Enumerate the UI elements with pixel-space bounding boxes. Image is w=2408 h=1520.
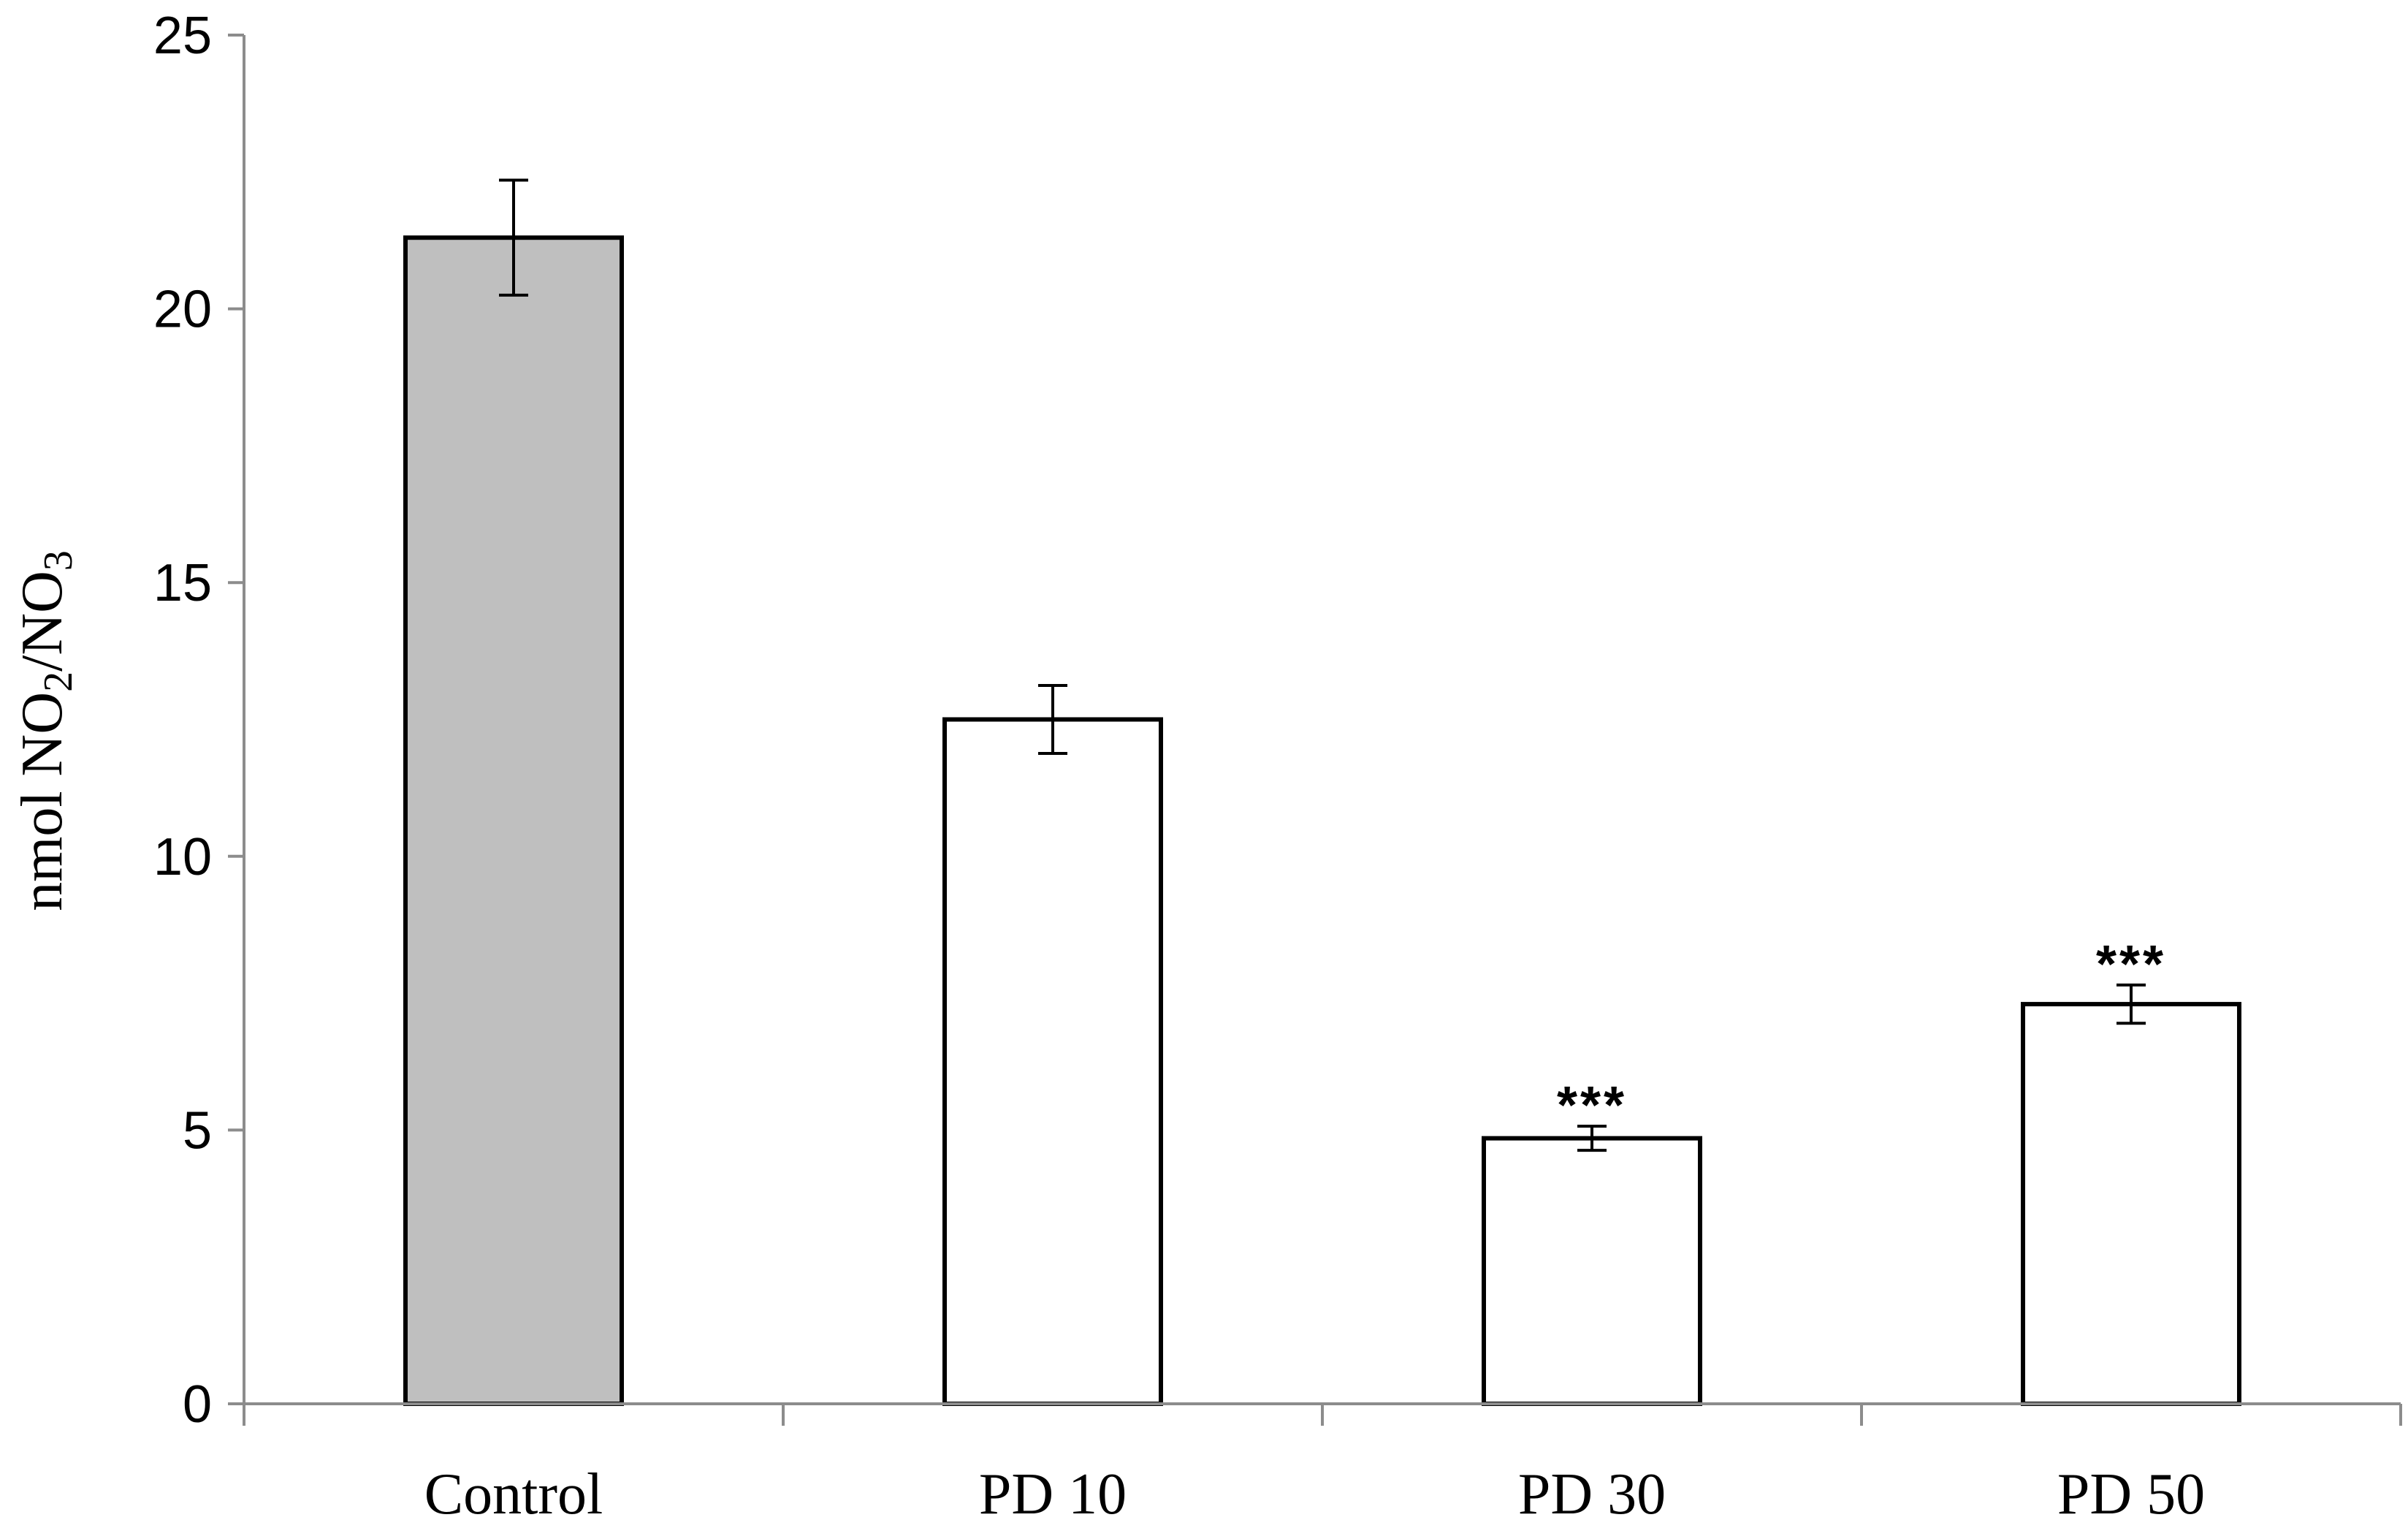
y-tick-label: 5 — [183, 1101, 212, 1160]
x-category-label: PD 30 — [1518, 1462, 1666, 1520]
y-tick-label: 10 — [153, 828, 212, 886]
y-tick-label: 20 — [153, 281, 212, 339]
bar — [1482, 1136, 1702, 1406]
y-tick-label: 25 — [153, 7, 212, 65]
x-category-label: PD 10 — [979, 1462, 1127, 1520]
y-axis-title-sub1: 2 — [36, 672, 81, 692]
y-axis-title-mid: /NO — [10, 571, 75, 672]
y-tick-label: 0 — [183, 1375, 212, 1434]
bar — [2021, 1002, 2241, 1406]
y-axis-title-prefix: nmol NO — [10, 692, 75, 911]
bar — [942, 717, 1163, 1406]
bars-layer — [403, 235, 2241, 1407]
y-tick-label: 15 — [153, 554, 212, 612]
error-bars-layer — [499, 178, 2146, 1152]
y-axis-title-sub2: 3 — [36, 550, 81, 571]
x-category-label: Control — [424, 1462, 603, 1520]
bar — [403, 235, 624, 1407]
x-category-label: PD 50 — [2057, 1462, 2205, 1520]
labels-layer: 0 5 10 15 20 25 Control PD 10 PD 30 *** PD 50 *** — [153, 7, 2205, 1520]
significance-label: *** — [1557, 1076, 1627, 1135]
significance-label: *** — [2096, 935, 2166, 994]
y-axis-title: nmol NO2/NO3 — [10, 550, 81, 911]
axes-layer — [228, 34, 2402, 1426]
